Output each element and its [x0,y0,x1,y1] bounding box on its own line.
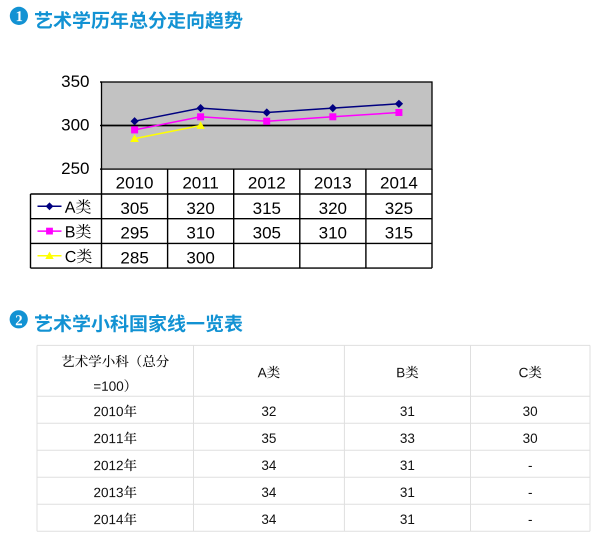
svg-text:30: 30 [523,431,538,446]
svg-text:320: 320 [186,199,214,218]
svg-text:315: 315 [253,199,281,218]
svg-text:34: 34 [261,512,277,527]
svg-text:2010: 2010 [116,173,154,192]
svg-text:2011: 2011 [182,173,219,192]
svg-text:305: 305 [253,224,281,243]
svg-text:320: 320 [319,199,347,218]
svg-text:350: 350 [61,72,89,91]
svg-text:2013: 2013 [314,173,352,192]
svg-text:2012: 2012 [248,173,286,192]
svg-text:33: 33 [400,431,415,446]
svg-text:310: 310 [319,224,347,243]
svg-text:325: 325 [385,199,413,218]
svg-text:31: 31 [400,485,415,500]
svg-text:31: 31 [400,404,415,419]
svg-text:31: 31 [400,512,415,527]
svg-text:300: 300 [61,115,89,134]
svg-text:-: - [528,458,533,473]
svg-text:285: 285 [120,248,148,267]
svg-text:-: - [528,512,533,527]
svg-text:305: 305 [120,199,148,218]
svg-text:30: 30 [523,404,538,419]
svg-text:34: 34 [261,458,277,473]
svg-text:34: 34 [261,485,277,500]
svg-text:250: 250 [61,159,89,178]
svg-text:-: - [528,485,533,500]
svg-text:32: 32 [261,404,276,419]
svg-text:2014: 2014 [380,173,418,192]
svg-text:31: 31 [400,458,415,473]
svg-text:300: 300 [186,248,214,267]
svg-text:315: 315 [385,224,413,243]
svg-text:35: 35 [261,431,276,446]
svg-text:310: 310 [186,224,214,243]
svg-text:295: 295 [120,224,148,243]
